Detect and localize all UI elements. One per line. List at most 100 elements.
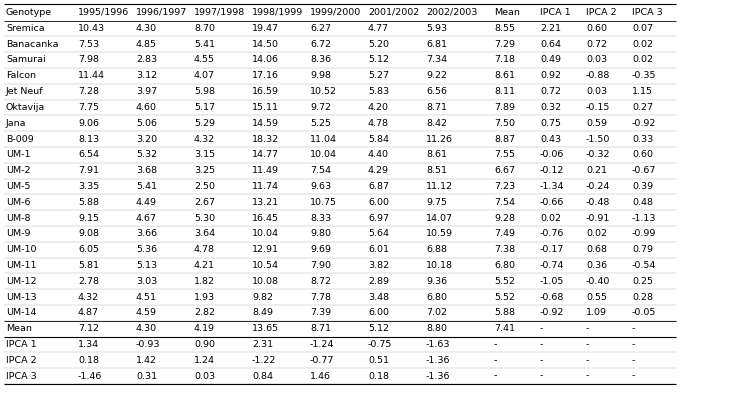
Text: 9.72: 9.72 [310,103,331,112]
Text: 3.97: 3.97 [136,87,157,96]
Text: 10.43: 10.43 [78,24,105,33]
Text: 7.38: 7.38 [494,245,515,254]
Text: 11.26: 11.26 [426,134,453,143]
Text: 6.81: 6.81 [426,40,447,49]
Text: 4.07: 4.07 [194,71,215,80]
Text: -: - [494,340,498,349]
Text: -1.50: -1.50 [586,134,611,143]
Text: -1.34: -1.34 [540,182,565,191]
Text: Samurai: Samurai [6,55,46,64]
Text: 6.80: 6.80 [494,261,515,270]
Text: 9.08: 9.08 [78,229,99,238]
Text: 1997/1998: 1997/1998 [194,8,245,17]
Text: IPCA 1: IPCA 1 [6,340,37,349]
Text: 2.21: 2.21 [540,24,561,33]
Text: 4.60: 4.60 [136,103,157,112]
Text: 6.97: 6.97 [368,213,389,222]
Text: 9.36: 9.36 [426,277,447,286]
Text: -0.12: -0.12 [540,166,565,175]
Text: 4.19: 4.19 [194,324,215,333]
Text: 0.84: 0.84 [252,371,273,381]
Text: 16.45: 16.45 [252,213,279,222]
Text: -: - [540,324,544,333]
Text: 0.03: 0.03 [586,55,607,64]
Text: 9.28: 9.28 [494,213,515,222]
Text: 9.75: 9.75 [426,198,447,207]
Text: 6.56: 6.56 [426,87,447,96]
Text: 4.32: 4.32 [194,134,215,143]
Text: 1998/1999: 1998/1999 [252,8,303,17]
Text: 7.53: 7.53 [78,40,99,49]
Text: 0.60: 0.60 [586,24,607,33]
Text: 5.13: 5.13 [136,261,157,270]
Text: -1.22: -1.22 [252,356,276,364]
Text: 7.78: 7.78 [310,292,331,301]
Text: 3.68: 3.68 [136,166,157,175]
Text: 0.03: 0.03 [194,371,215,381]
Text: Sremica: Sremica [6,24,44,33]
Text: 3.20: 3.20 [136,134,157,143]
Text: -: - [540,356,544,364]
Text: 1.46: 1.46 [310,371,331,381]
Text: 11.04: 11.04 [310,134,337,143]
Text: UM-13: UM-13 [6,292,37,301]
Text: 6.67: 6.67 [494,166,515,175]
Text: 7.54: 7.54 [494,198,515,207]
Text: 0.72: 0.72 [540,87,561,96]
Text: 13.65: 13.65 [252,324,279,333]
Text: Mean: Mean [494,8,520,17]
Text: 0.60: 0.60 [632,150,653,159]
Text: 0.43: 0.43 [540,134,561,143]
Text: IPCA 3: IPCA 3 [632,8,663,17]
Text: 0.36: 0.36 [586,261,607,270]
Text: 5.52: 5.52 [494,277,515,286]
Text: 2.82: 2.82 [194,308,215,317]
Text: -: - [540,371,544,381]
Text: 0.27: 0.27 [632,103,653,112]
Text: 5.52: 5.52 [494,292,515,301]
Text: 6.05: 6.05 [78,245,99,254]
Text: 4.40: 4.40 [368,150,389,159]
Text: 10.54: 10.54 [252,261,279,270]
Text: -0.93: -0.93 [136,340,160,349]
Text: 2.67: 2.67 [194,198,215,207]
Text: 4.78: 4.78 [368,119,389,128]
Text: 5.27: 5.27 [368,71,389,80]
Text: 10.04: 10.04 [252,229,279,238]
Text: Genotype: Genotype [6,8,52,17]
Text: -0.92: -0.92 [540,308,565,317]
Text: -: - [632,340,636,349]
Text: 9.63: 9.63 [310,182,331,191]
Text: IPCA 2: IPCA 2 [6,356,37,364]
Text: 17.16: 17.16 [252,71,279,80]
Text: 13.21: 13.21 [252,198,279,207]
Text: 0.32: 0.32 [540,103,561,112]
Text: 7.18: 7.18 [494,55,515,64]
Text: 9.82: 9.82 [252,292,273,301]
Text: 5.88: 5.88 [78,198,99,207]
Text: 5.17: 5.17 [194,103,215,112]
Text: 3.35: 3.35 [78,182,99,191]
Text: 8.80: 8.80 [426,324,447,333]
Text: 8.71: 8.71 [310,324,331,333]
Text: -0.67: -0.67 [632,166,657,175]
Text: 5.41: 5.41 [194,40,215,49]
Text: 2.78: 2.78 [78,277,99,286]
Text: 7.41: 7.41 [494,324,515,333]
Text: -0.06: -0.06 [540,150,565,159]
Text: 10.08: 10.08 [252,277,279,286]
Text: 4.55: 4.55 [194,55,215,64]
Text: 9.80: 9.80 [310,229,331,238]
Text: 0.02: 0.02 [540,213,561,222]
Text: 5.29: 5.29 [194,119,215,128]
Text: UM-9: UM-9 [6,229,31,238]
Text: 7.75: 7.75 [78,103,99,112]
Text: 0.92: 0.92 [540,71,561,80]
Text: 7.02: 7.02 [426,308,447,317]
Text: 5.30: 5.30 [194,213,215,222]
Text: 2002/2003: 2002/2003 [426,8,477,17]
Text: UM-14: UM-14 [6,308,36,317]
Text: 5.83: 5.83 [368,87,389,96]
Text: 0.72: 0.72 [586,40,607,49]
Text: -1.63: -1.63 [426,340,450,349]
